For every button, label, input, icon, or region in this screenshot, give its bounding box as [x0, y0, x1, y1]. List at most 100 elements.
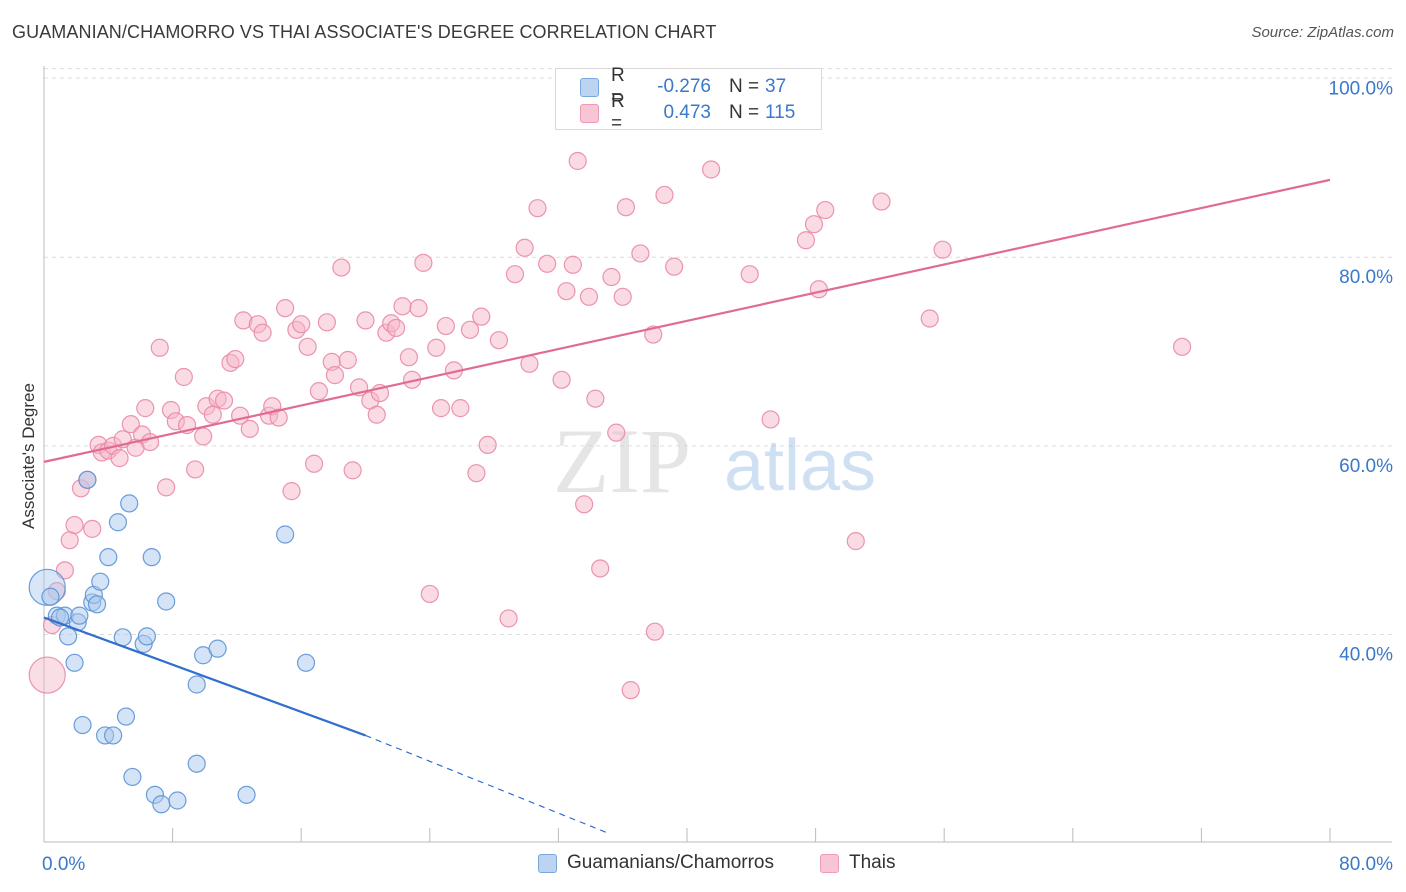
- guamanian-point: [59, 627, 78, 646]
- thai-point: [846, 532, 865, 551]
- thai-point: [591, 559, 610, 578]
- thai-point: [499, 609, 518, 628]
- legend-label: Thais: [849, 852, 896, 873]
- guamanian-trend-line: [43, 616, 366, 737]
- thai-point: [505, 265, 525, 284]
- legend-item-guamanian[interactable]: Guamanians/Chamorros: [538, 852, 774, 874]
- thai-point: [920, 309, 939, 328]
- thai-point: [645, 622, 664, 641]
- stats-legend: R = -0.276 N = 37 R = 0.473 N = 115: [555, 65, 822, 134]
- thai-point: [110, 449, 129, 468]
- guamanian-point: [73, 715, 92, 735]
- legend-label: Guamanians/Chamorros: [567, 852, 774, 873]
- thai-point: [761, 410, 780, 429]
- chart-title: GUAMANIAN/CHAMORRO VS THAI ASSOCIATE'S D…: [12, 22, 717, 42]
- n-label: N =: [729, 76, 760, 97]
- thai-point: [528, 199, 547, 218]
- x-tick-label-end: 80.0%: [1339, 854, 1393, 875]
- thai-point: [613, 287, 632, 306]
- series-legend: Guamanians/Chamorros Thais: [0, 852, 1406, 878]
- guamanian-point: [65, 653, 84, 672]
- thai-point: [616, 198, 636, 217]
- thai-point: [276, 299, 295, 318]
- guamanian-point: [296, 653, 316, 672]
- thai-point: [607, 423, 626, 442]
- thai-point: [150, 338, 169, 357]
- thai-point: [586, 389, 605, 408]
- y-tick-label: 60.0%: [1339, 456, 1393, 477]
- thai-point: [203, 405, 222, 424]
- r-label: R =: [611, 65, 625, 108]
- axes: [43, 66, 1392, 843]
- thai-point: [665, 257, 684, 276]
- blue-swatch-icon: [538, 853, 557, 873]
- thai-point: [356, 311, 375, 330]
- thai-point: [420, 584, 439, 604]
- thai-point: [809, 280, 828, 299]
- thai-point: [194, 427, 213, 446]
- thai-point: [60, 531, 79, 550]
- guamanian-points: [28, 470, 316, 814]
- guamanian-point: [276, 525, 295, 544]
- thai-point: [451, 399, 470, 418]
- thai-trend-line: [43, 178, 1331, 463]
- source-label: Source: ZipAtlas.com: [1251, 24, 1394, 41]
- guamanian-point: [152, 795, 171, 814]
- thai-point: [332, 258, 351, 277]
- legend-item-thai[interactable]: Thais: [820, 852, 895, 874]
- guamanian-point: [142, 548, 161, 567]
- tick-labels: 40.0% 60.0% 80.0% 100.0% 0.0% 80.0%: [42, 79, 1393, 875]
- thai-point: [655, 185, 674, 205]
- thai-point: [121, 415, 140, 434]
- thai-point: [568, 151, 587, 171]
- thai-point: [140, 432, 160, 452]
- r-value: -0.276: [657, 76, 711, 97]
- thai-point: [557, 282, 576, 301]
- x-tick-label-start: 0.0%: [42, 854, 85, 875]
- guamanian-point: [104, 726, 123, 745]
- thai-point: [436, 316, 455, 336]
- thai-point: [631, 244, 650, 263]
- thai-point: [399, 348, 419, 367]
- thai-point: [472, 307, 491, 326]
- stats-row-thai: R = 0.473 N = 115: [580, 91, 805, 134]
- thai-point: [317, 313, 337, 332]
- thai-point: [409, 299, 428, 318]
- y-axis-label: Associate's Degree: [19, 383, 38, 529]
- thai-point: [269, 408, 288, 427]
- watermark-atlas: atlas: [724, 426, 876, 506]
- y-tick-label: 100.0%: [1329, 79, 1394, 100]
- guamanian-trend-extension: [365, 734, 607, 834]
- watermark-zip: ZIP: [553, 410, 691, 512]
- guamanian-point: [123, 767, 142, 787]
- thai-point: [304, 454, 324, 473]
- thai-point: [538, 254, 557, 273]
- thai-point: [28, 656, 66, 694]
- thai-point: [214, 391, 234, 410]
- thai-point: [298, 337, 317, 356]
- blue-swatch-icon: [580, 77, 599, 97]
- guamanian-point: [168, 791, 187, 810]
- pink-swatch-icon: [820, 853, 839, 873]
- guamanian-point: [187, 675, 206, 694]
- thai-point: [515, 238, 534, 257]
- thai-point: [431, 399, 451, 418]
- thai-point: [872, 192, 891, 211]
- thai-point: [325, 366, 345, 385]
- thai-point: [552, 370, 571, 389]
- n-label: N =: [729, 102, 760, 123]
- pink-swatch-icon: [580, 103, 599, 123]
- thai-point: [65, 515, 84, 535]
- thai-point: [309, 382, 328, 401]
- thai-point: [186, 460, 205, 479]
- thai-point: [702, 160, 721, 179]
- thai-point: [343, 461, 362, 480]
- guamanian-point: [137, 627, 156, 646]
- guamanian-point: [108, 513, 128, 532]
- thai-point: [467, 464, 486, 483]
- watermark: ZIP atlas: [553, 410, 876, 512]
- guamanian-point: [120, 494, 139, 513]
- r-value: 0.473: [663, 102, 711, 123]
- thai-point: [240, 419, 259, 438]
- thai-point: [292, 315, 311, 334]
